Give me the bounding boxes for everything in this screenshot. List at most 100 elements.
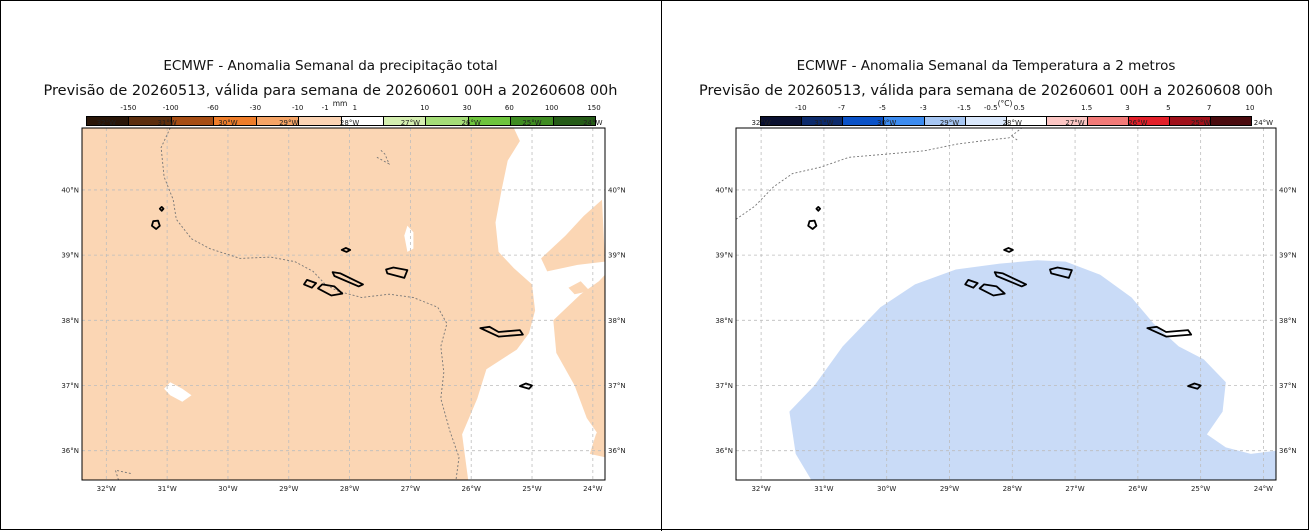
lon-label-top: 32°W xyxy=(97,119,116,127)
island-outline xyxy=(978,283,1006,297)
colorbar-cell xyxy=(1047,117,1089,125)
lat-label-left: 36°N xyxy=(715,447,733,455)
colorbar-cell xyxy=(1088,117,1130,125)
colorbar-tick-label: 0.5 xyxy=(1013,104,1025,112)
no-anomaly-region xyxy=(462,128,605,480)
lon-label-bottom: 28°W xyxy=(340,485,359,493)
island-outline xyxy=(385,266,409,279)
lon-label-bottom: 24°W xyxy=(1254,485,1273,493)
lon-label-bottom: 27°W xyxy=(401,485,420,493)
colorbar-tick-label: 1 xyxy=(352,104,358,112)
colorbar-cell xyxy=(256,117,300,125)
colorbar-tick-label: 10 xyxy=(1245,104,1255,112)
eez-boundary-line xyxy=(160,128,460,480)
lat-label-left: 39°N xyxy=(61,252,79,260)
colorbar-tick-label: 150 xyxy=(587,104,601,112)
colorbar-cell xyxy=(842,117,884,125)
temperature-map-title: ECMWF - Anomalia Semanal da Temperatura … xyxy=(796,58,1176,74)
colorbar-tick-label: -150 xyxy=(120,104,137,112)
lon-label-bottom: 29°W xyxy=(940,485,959,493)
colorbar-tick-label: -1 xyxy=(321,104,329,112)
lat-label-left: 37°N xyxy=(715,382,733,390)
island-outline xyxy=(1146,325,1193,338)
lon-label-bottom: 26°W xyxy=(1128,485,1147,493)
colorbar-cell xyxy=(87,117,130,125)
island-outline xyxy=(1187,382,1202,390)
colorbar-tick-label: -3 xyxy=(919,104,927,112)
lat-label-right: 39°N xyxy=(1279,252,1297,260)
colorbar-cell xyxy=(801,117,843,125)
colorbar-tick-label: 10 xyxy=(420,104,430,112)
colorbar-cell xyxy=(1006,117,1048,125)
island-outline xyxy=(303,279,317,289)
precipitation-panel: ECMWF - Anomalia Semanal da precipitação… xyxy=(44,58,626,493)
lat-label-right: 36°N xyxy=(608,447,626,455)
island-outline xyxy=(151,219,161,230)
lon-label-top: 30°W xyxy=(877,119,896,127)
lat-label-left: 40°N xyxy=(715,186,733,194)
lat-label-right: 38°N xyxy=(1279,317,1297,325)
colorbar-cell xyxy=(1129,117,1171,125)
colorbar-tick-label: -100 xyxy=(162,104,179,112)
temperature-panel: ECMWF - Anomalia Semanal da Temperatura … xyxy=(662,0,1310,531)
lon-label-top: 24°W xyxy=(583,119,602,127)
colorbar-cell xyxy=(299,117,342,125)
precipitation-map-title: ECMWF - Anomalia Semanal da precipitação… xyxy=(163,58,498,74)
colorbar-tick-label: -0.5 xyxy=(983,104,998,112)
lat-label-right: 37°N xyxy=(1279,382,1297,390)
colorbar-tick-label: -7 xyxy=(838,104,846,112)
colorbar-cell xyxy=(924,117,966,125)
colorbar-tick-label: 3 xyxy=(1125,104,1130,112)
colorbar-tick-label: 1.5 xyxy=(1081,104,1093,112)
no-anomaly-region xyxy=(164,382,192,402)
colorbar-tick-label: 7 xyxy=(1206,104,1212,112)
colorbar-tick-label: -30 xyxy=(249,104,262,112)
map-frame xyxy=(735,127,1277,481)
map-plot-area xyxy=(736,128,1276,480)
island-outline xyxy=(340,247,352,253)
colorbar-tick-label: -60 xyxy=(207,104,219,112)
island-outline xyxy=(993,271,1027,288)
island-outline xyxy=(317,283,344,297)
eez-boundary-line xyxy=(1012,136,1019,142)
lat-label-left: 36°N xyxy=(61,447,79,455)
colorbar-cell xyxy=(426,117,469,125)
colorbar-cell xyxy=(468,117,512,125)
colorbar-cell xyxy=(1211,117,1252,125)
lon-label-bottom: 28°W xyxy=(1003,485,1022,493)
map-frame xyxy=(81,127,606,481)
lon-label-top: 27°W xyxy=(401,119,420,127)
lat-label-right: 37°N xyxy=(608,382,626,390)
lat-label-left: 40°N xyxy=(61,186,79,194)
island-outline xyxy=(519,382,533,390)
lon-label-top: 32°W xyxy=(751,119,770,127)
colorbar-tick-label: -5 xyxy=(879,104,886,112)
lat-label-right: 40°N xyxy=(1279,186,1297,194)
lat-label-right: 36°N xyxy=(1279,447,1297,455)
panel-divider xyxy=(661,0,662,531)
lon-label-top: 29°W xyxy=(279,119,298,127)
colorbar-bar xyxy=(760,116,1252,126)
lon-label-bottom: 32°W xyxy=(751,485,770,493)
lon-label-top: 25°W xyxy=(522,119,541,127)
lon-label-top: 26°W xyxy=(1128,119,1147,127)
lon-label-top: 31°W xyxy=(814,119,833,127)
colorbar-tick-label: 60 xyxy=(504,104,514,112)
colorbar-cell xyxy=(129,117,172,125)
lon-label-bottom: 25°W xyxy=(522,485,541,493)
lon-label-bottom: 29°W xyxy=(279,485,298,493)
lon-label-top: 30°W xyxy=(218,119,237,127)
lon-label-top: 29°W xyxy=(940,119,959,127)
colorbar-tick-label: -10 xyxy=(291,104,304,112)
colorbar-cell xyxy=(761,117,802,125)
precipitation-anomaly-map: 32°W 32°W 31°W 31°W 30°W 30°W 29°W 29°W 28°W 28°W… xyxy=(61,119,626,493)
colorbar-tick-label: 5 xyxy=(1166,104,1171,112)
colorbar-tick-label: 100 xyxy=(544,104,559,112)
lat-label-left: 38°N xyxy=(715,317,733,325)
lat-label-right: 38°N xyxy=(608,317,626,325)
colorbar-tick-label: -1.5 xyxy=(957,104,971,112)
precipitation-anomaly-patch xyxy=(541,199,605,272)
lon-label-bottom: 30°W xyxy=(877,485,896,493)
eez-boundary-line xyxy=(376,149,391,165)
